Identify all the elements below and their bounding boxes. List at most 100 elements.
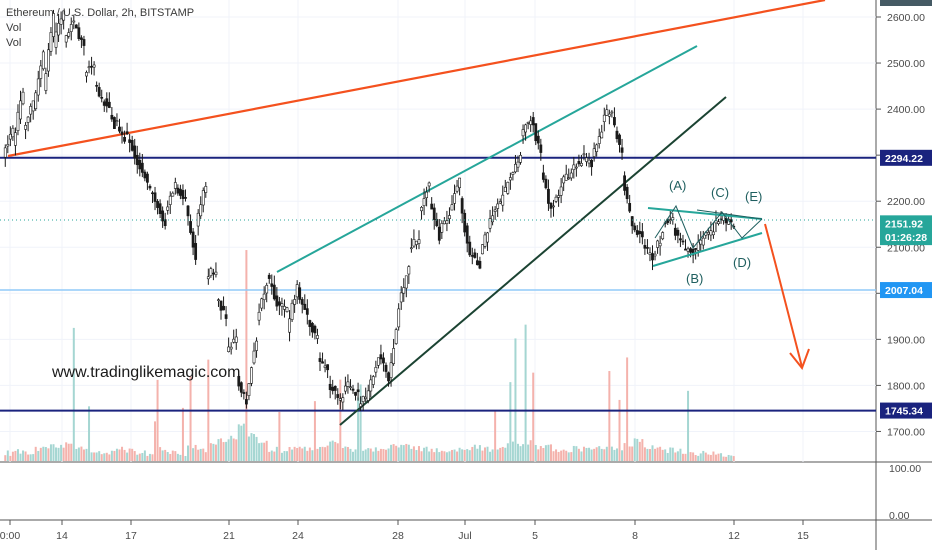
candle-down (331, 386, 335, 392)
candle-up (562, 176, 566, 184)
wave-label-a: (A) (669, 178, 686, 193)
price-tick-label: 2600.00 (887, 12, 925, 24)
price-tick-label: 2100.00 (887, 242, 925, 254)
candle-up (415, 240, 418, 245)
candle-up (572, 164, 576, 170)
volume-bar (14, 450, 17, 461)
volume-bar (605, 446, 608, 461)
volume-bar (519, 446, 522, 461)
candle-down (684, 248, 687, 251)
volume-bar (235, 439, 238, 461)
volume-indicator-label[interactable]: Vol (6, 22, 22, 34)
candle-up (11, 127, 15, 138)
candle-down (305, 308, 309, 315)
candle-up (407, 266, 411, 275)
candle-up (166, 206, 170, 211)
candle-down (379, 354, 383, 360)
candle-up (519, 155, 522, 163)
candle-down (189, 221, 192, 233)
candle-up (656, 240, 659, 248)
volume-bar (555, 449, 558, 461)
candle-up (85, 72, 88, 77)
volume-bar (268, 451, 271, 461)
volume-axis[interactable]: 100.00 0.00 (889, 463, 921, 522)
volume-bar (77, 447, 80, 461)
price-tag-label: 2007.04 (885, 285, 923, 297)
candle-down (384, 364, 388, 372)
candle-down (313, 325, 317, 334)
volume-bar (237, 424, 240, 461)
symbol-title[interactable]: Ethereum / U.S. Dollar, 2h, BITSTAMP (6, 7, 195, 19)
candle-up (524, 124, 527, 133)
volume-bar (588, 447, 591, 461)
volume-bar (641, 439, 644, 461)
volume-bar (364, 449, 367, 461)
volume-bar (258, 443, 261, 461)
volume-bar (562, 449, 565, 461)
volume-bar (93, 452, 96, 461)
candle-up (501, 194, 505, 206)
volume-bar (387, 448, 390, 461)
volume-bar (247, 436, 250, 461)
candle-down (613, 117, 616, 126)
volume-bar (468, 450, 471, 461)
candle-down (300, 299, 304, 305)
candle-up (64, 35, 68, 43)
candle-up (87, 66, 91, 69)
candle-up (214, 271, 218, 275)
candle-up (295, 284, 299, 298)
candle-down (138, 159, 142, 170)
volume-bar (174, 451, 177, 461)
triangle-upper-line[interactable] (647, 207, 763, 220)
volume-bar (727, 454, 730, 461)
candle-up (280, 303, 284, 307)
candle-up (699, 239, 703, 245)
candle-up (255, 340, 258, 351)
volume-bar (463, 449, 466, 461)
candle-down (179, 188, 182, 196)
volume-bar (123, 449, 126, 461)
volume-bar (704, 452, 707, 461)
candle-down (437, 226, 441, 241)
volume-bar (458, 447, 461, 461)
volume-bar (113, 450, 116, 461)
time-tick-label: 24 (292, 530, 304, 542)
candle-up (227, 346, 231, 352)
candle-up (557, 195, 560, 198)
volume-bar (156, 379, 159, 461)
teal-channel-upper-line[interactable] (276, 45, 698, 273)
candle-down (432, 207, 436, 220)
candle-down (107, 101, 111, 108)
bearish-projection-arrow[interactable] (764, 223, 803, 368)
candle-up (511, 172, 515, 175)
volume-bar (225, 441, 228, 461)
volume-bar (707, 454, 710, 461)
red-resistance-trendline[interactable] (7, 0, 826, 158)
candle-up (453, 193, 456, 204)
candle-up (607, 113, 611, 117)
volume-bar (24, 451, 27, 461)
volume-bar (187, 445, 190, 461)
volume-bar (445, 452, 448, 461)
candle-up (526, 122, 530, 124)
volume-bar (435, 448, 438, 461)
volume-bar (263, 442, 266, 461)
candle-down (473, 252, 477, 258)
candle-up (445, 220, 449, 224)
volume-bar (529, 440, 532, 461)
dark-green-channel-lower-line[interactable] (339, 96, 727, 426)
volume-bar (214, 444, 217, 461)
candle-down (95, 85, 99, 87)
volume-bar (405, 443, 408, 461)
volume-bar (39, 447, 42, 461)
volume-bar (80, 446, 83, 461)
time-axis[interactable]: 0:00 14 17 21 24 28 Jul 5 8 12 15 (0, 520, 809, 542)
plot-area[interactable] (0, 0, 876, 550)
wave-e-connector (696, 209, 763, 220)
volume-bar (159, 447, 162, 461)
volume-bar (478, 445, 481, 461)
volume-bar (600, 448, 603, 461)
volume-indicator-label-2[interactable]: Vol (6, 37, 22, 49)
triangle-lower-line[interactable] (652, 232, 763, 267)
